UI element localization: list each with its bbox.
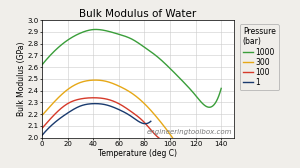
1 [40,134,44,136]
Legend: 1000, 300, 100, 1: 1000, 300, 100, 1 [240,24,279,90]
Line: 100: 100 [42,98,170,141]
100 [168,138,172,140]
1 [149,120,153,122]
300 [94,79,97,81]
300 [132,93,135,95]
1000 [147,49,151,51]
Title: Bulk Modulus of Water: Bulk Modulus of Water [80,9,196,19]
1000 [203,105,207,107]
1000 [151,52,154,54]
1 [105,104,109,106]
Line: 1000: 1000 [42,29,221,107]
1 [107,105,111,107]
1000 [219,87,223,89]
300 [132,94,136,96]
1000 [148,50,151,52]
X-axis label: Temperature (deg C): Temperature (deg C) [98,149,178,158]
1000 [40,64,44,66]
300 [180,150,184,152]
1 [40,134,44,136]
Line: 1: 1 [42,104,151,135]
300 [170,136,174,138]
100 [157,137,160,139]
Text: engineeringtoolbox.com: engineeringtoolbox.com [147,129,232,135]
1 [132,117,136,119]
1000 [41,63,44,65]
1 [139,122,143,124]
Line: 300: 300 [42,80,196,168]
300 [40,114,44,116]
300 [135,96,138,98]
1000 [207,106,211,108]
100 [40,127,44,129]
1000 [192,92,195,94]
100 [164,140,167,142]
100 [92,97,96,99]
1 [105,104,109,106]
100 [117,102,120,104]
1000 [94,28,98,30]
100 [40,127,44,129]
Y-axis label: Bulk Modulus (GPa): Bulk Modulus (GPa) [17,42,26,116]
1 [93,103,97,105]
100 [116,102,120,104]
100 [148,128,152,130]
100 [119,104,123,106]
300 [41,114,44,116]
